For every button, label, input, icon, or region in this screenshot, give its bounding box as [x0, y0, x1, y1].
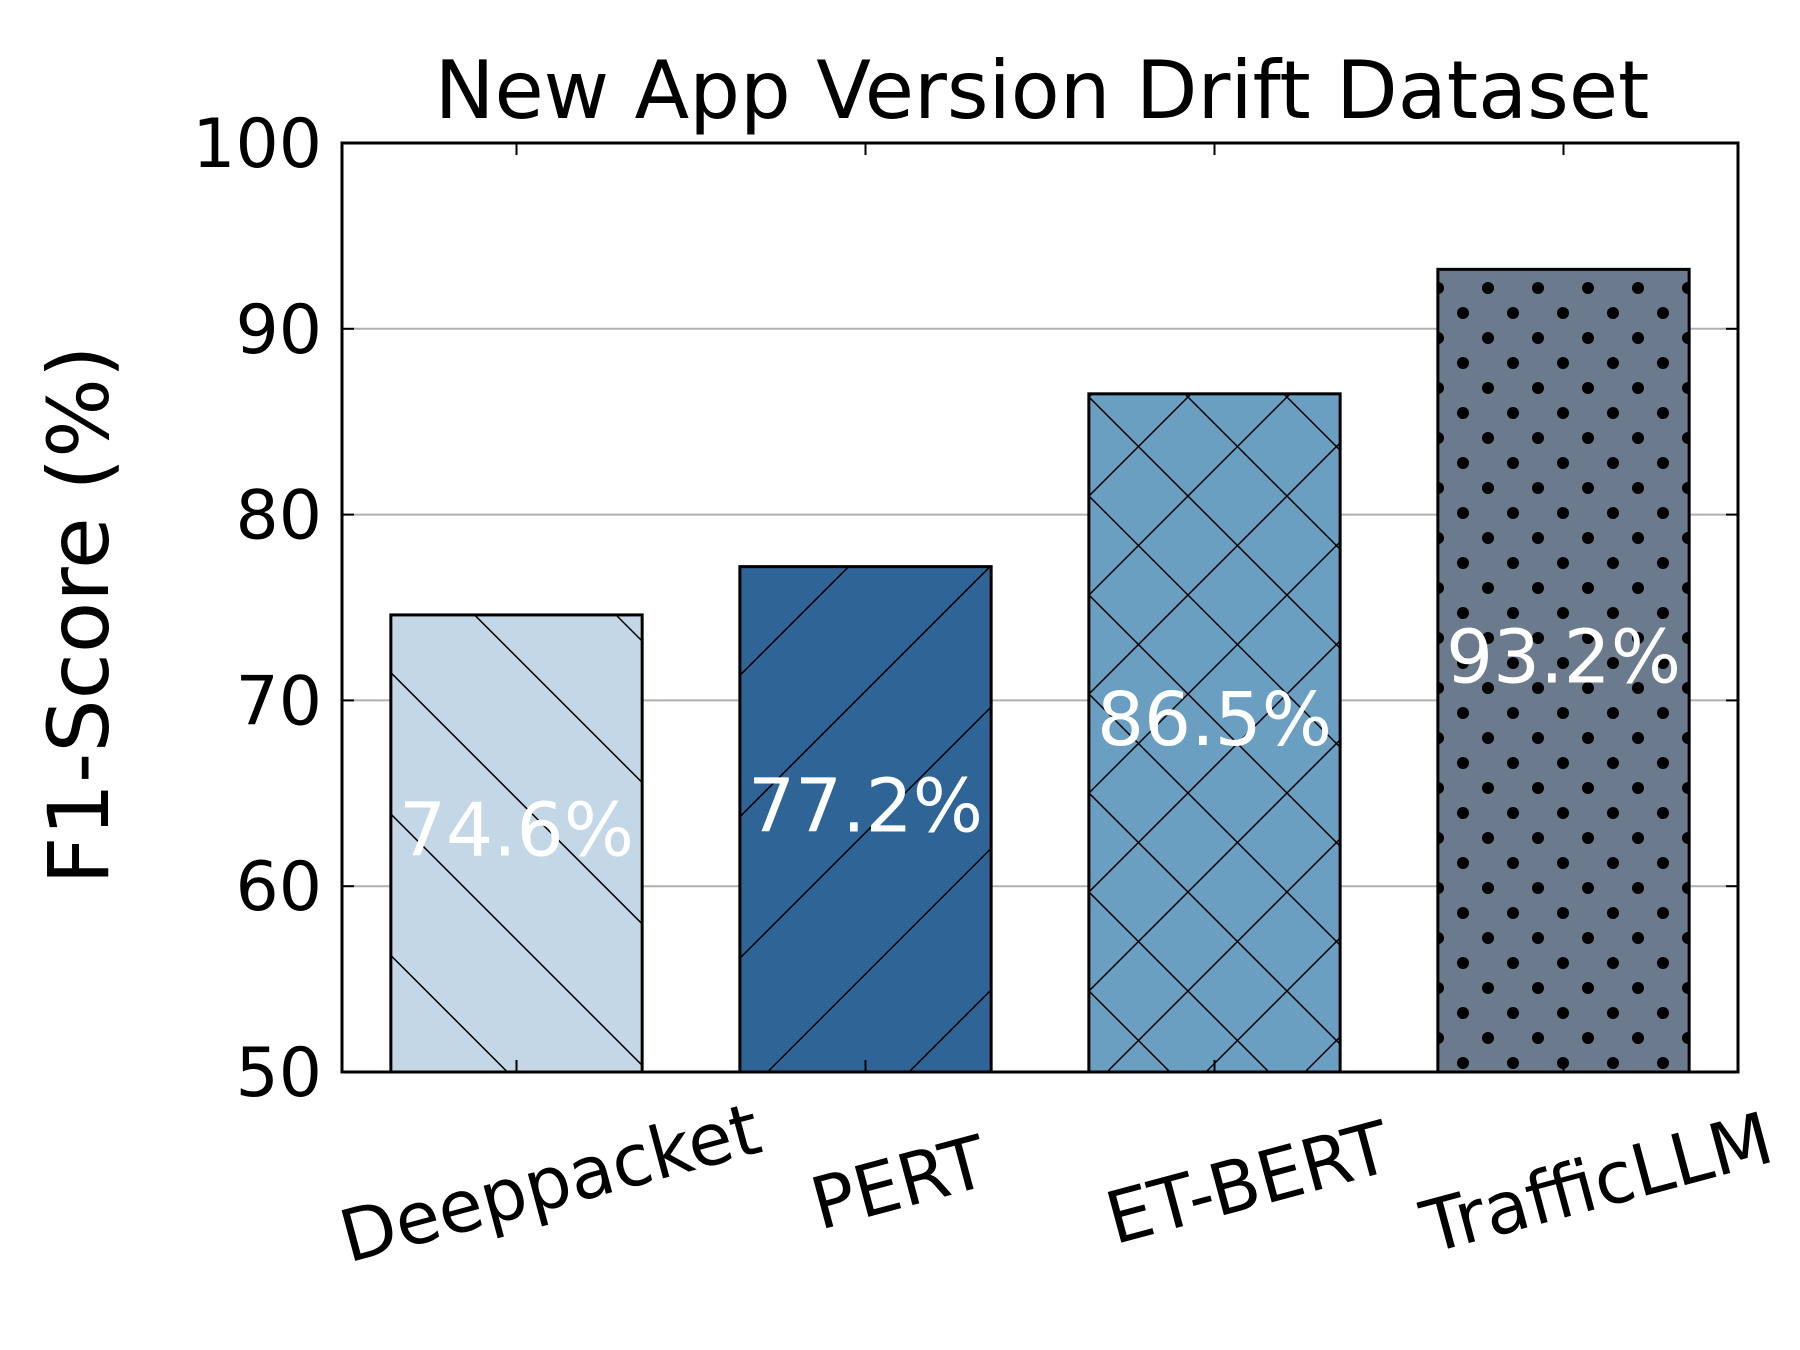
data-label-pert: 77.2%	[748, 763, 983, 849]
data-label-et-bert: 86.5%	[1097, 677, 1332, 763]
y-tick-label-100: 100	[192, 105, 322, 184]
y-tick-label-60: 60	[235, 848, 322, 927]
x-tick-label-deeppacket: Deeppacket	[331, 1087, 769, 1280]
bar-hatch-trafficllm	[1436, 267, 1691, 1074]
y-tick-label-90: 90	[235, 291, 322, 370]
plot-frame	[340, 141, 1740, 1074]
y-tick-label-50: 50	[235, 1034, 322, 1113]
data-label-deeppacket: 74.6%	[399, 787, 634, 873]
bar-hatch-pert	[738, 565, 993, 1074]
bars	[389, 267, 1691, 1074]
bar-data-labels: 74.6% 77.2% 86.5% 93.2%	[399, 615, 1681, 874]
y-axis-label: F1-Score (%)	[30, 345, 128, 884]
x-tick-label-trafficllm: TrafficLLM	[1412, 1096, 1781, 1270]
x-tick-label-pert: PERT	[802, 1119, 996, 1246]
chart-title: New App Version Drift Dataset	[435, 44, 1650, 137]
y-tick-labels: 50 60 70 80 90 100	[192, 105, 322, 1113]
bar-hatch-et-bert	[1087, 392, 1342, 1074]
data-label-trafficllm: 93.2%	[1446, 615, 1681, 701]
axes	[340, 141, 1740, 1074]
x-tick-labels: Deeppacket PERT ET-BERT TrafficLLM	[331, 1087, 1781, 1280]
y-tick-label-70: 70	[235, 662, 322, 741]
x-tick-label-et-bert: ET-BERT	[1097, 1104, 1400, 1260]
y-tick-label-80: 80	[235, 477, 322, 556]
